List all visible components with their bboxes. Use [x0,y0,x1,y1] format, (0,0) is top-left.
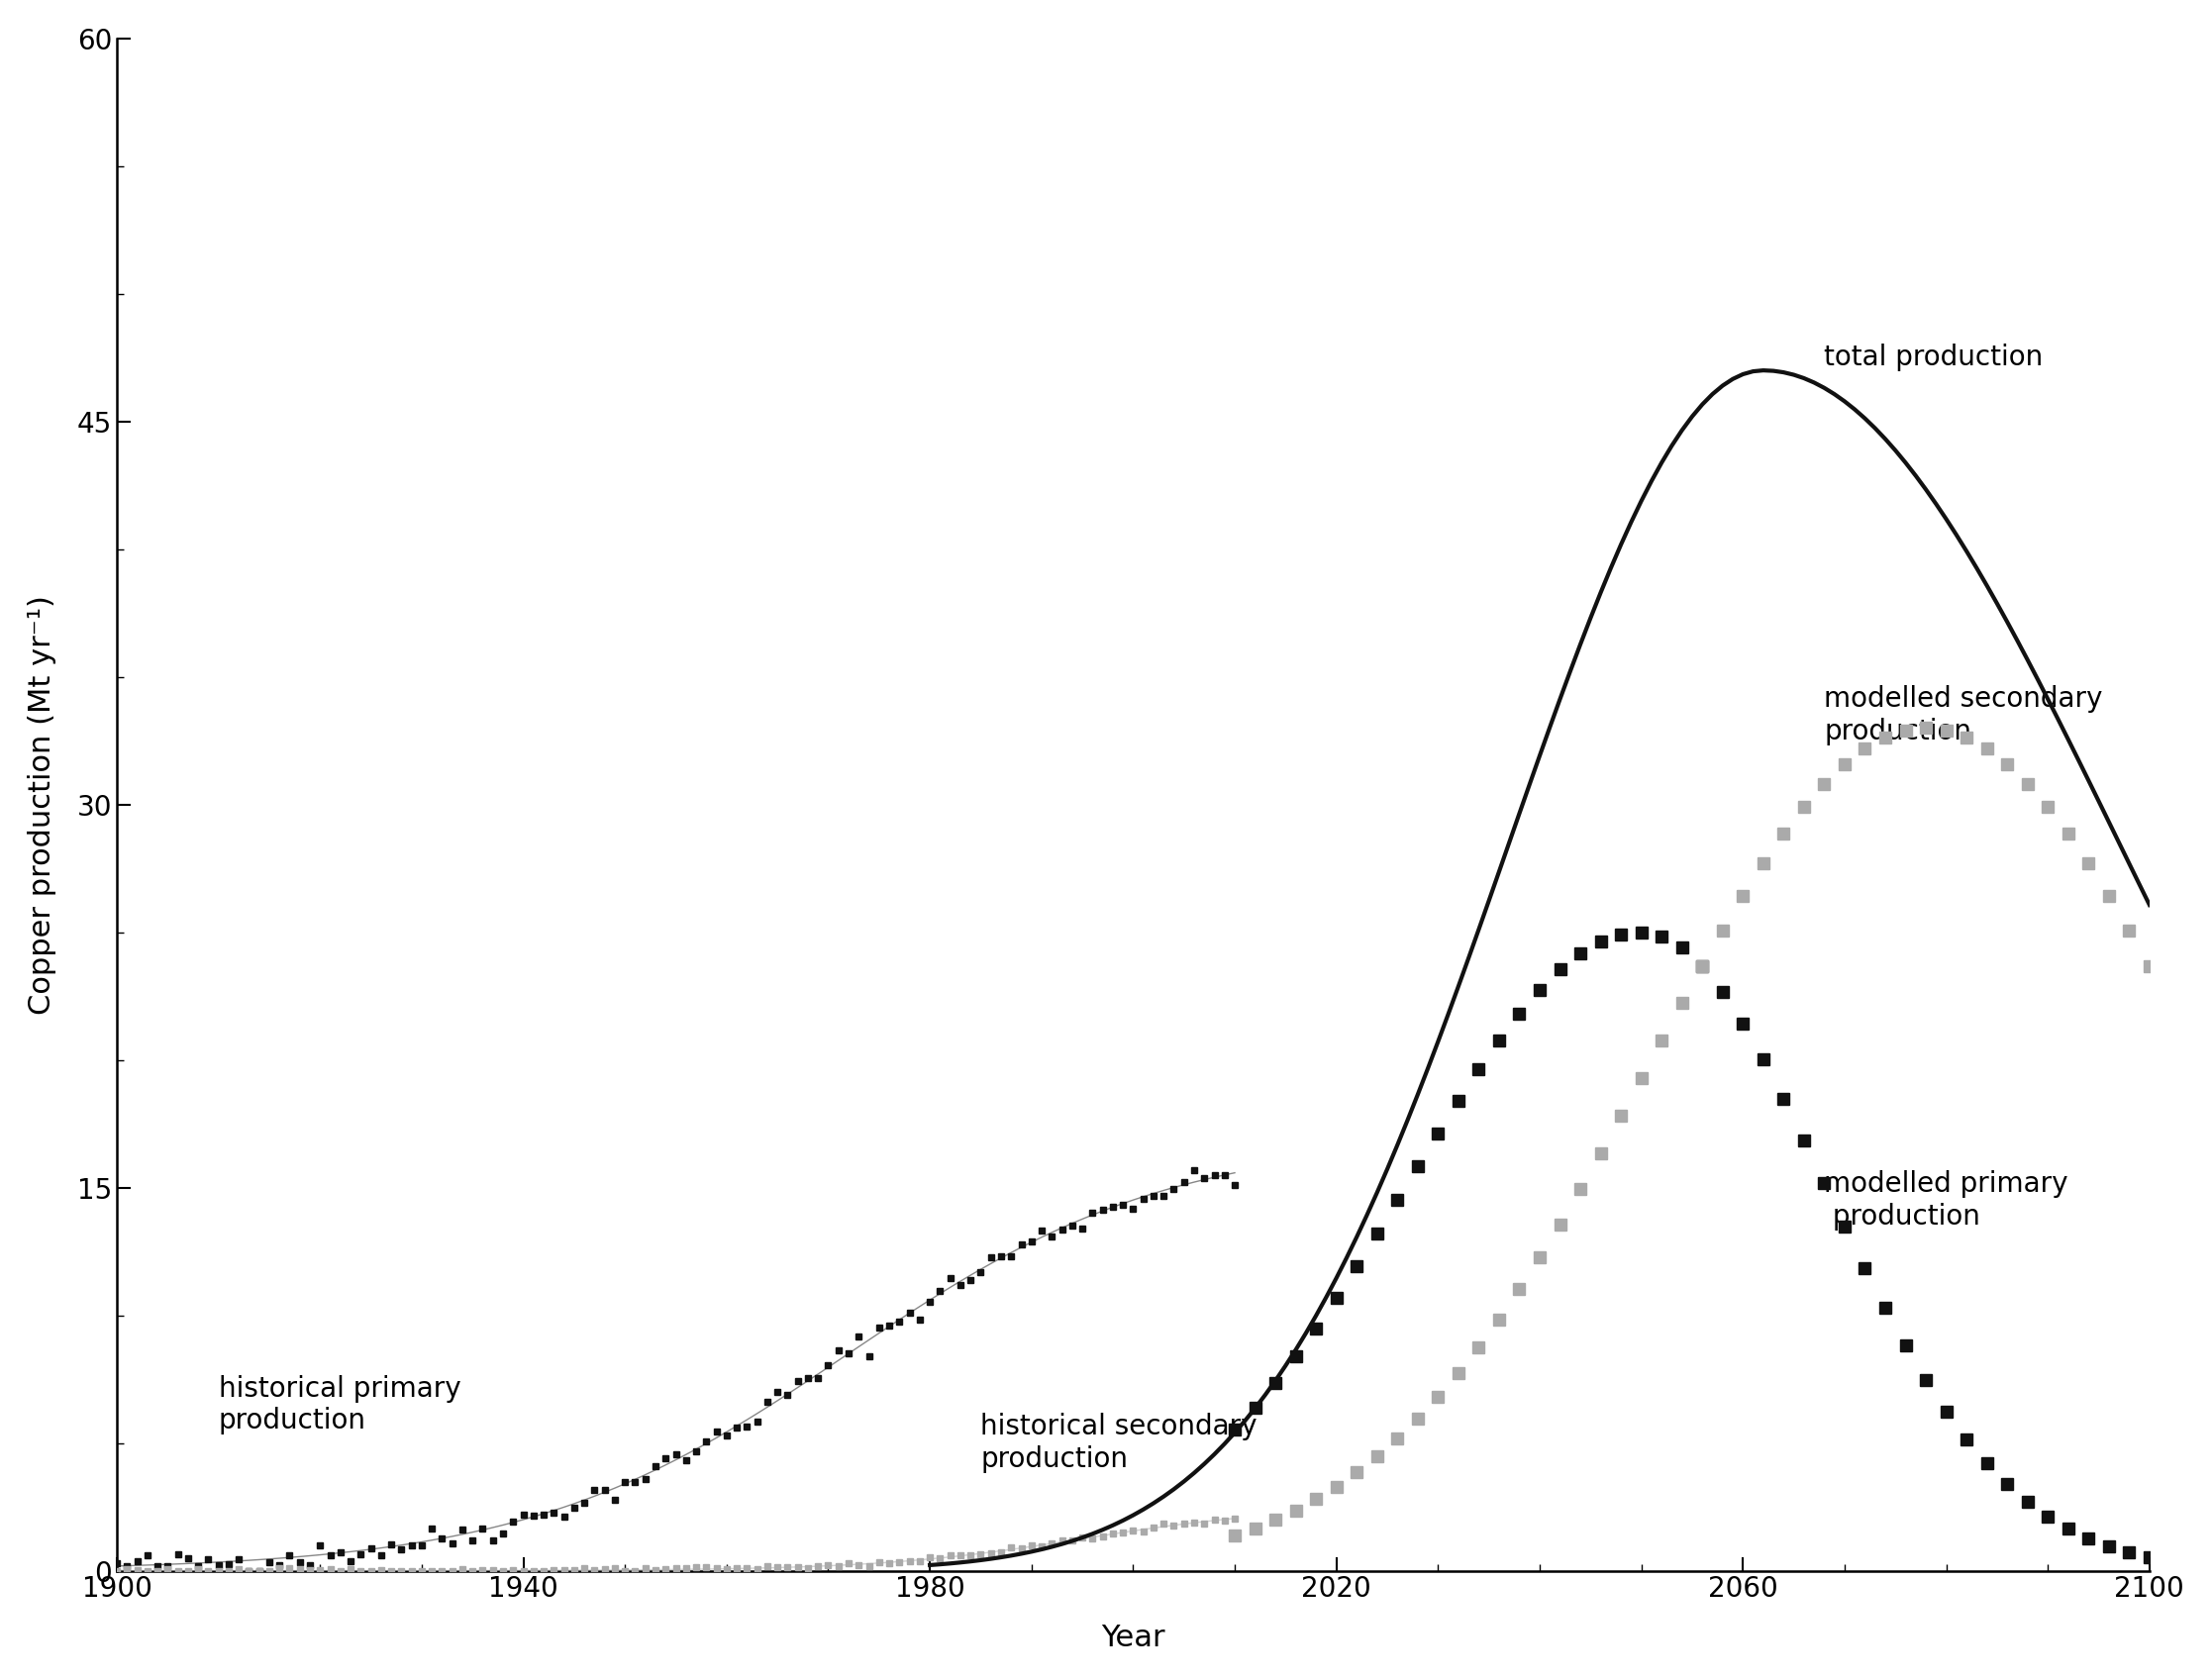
Y-axis label: Copper production (Mt yr⁻¹): Copper production (Mt yr⁻¹) [27,595,55,1015]
Text: modelled secondary
production: modelled secondary production [1825,685,2104,744]
Text: total production: total production [1825,344,2044,371]
Text: historical primary
production: historical primary production [219,1374,460,1435]
Text: historical secondary
production: historical secondary production [980,1413,1256,1473]
X-axis label: Year: Year [1102,1625,1166,1653]
Text: modelled primary
 production: modelled primary production [1825,1171,2068,1230]
